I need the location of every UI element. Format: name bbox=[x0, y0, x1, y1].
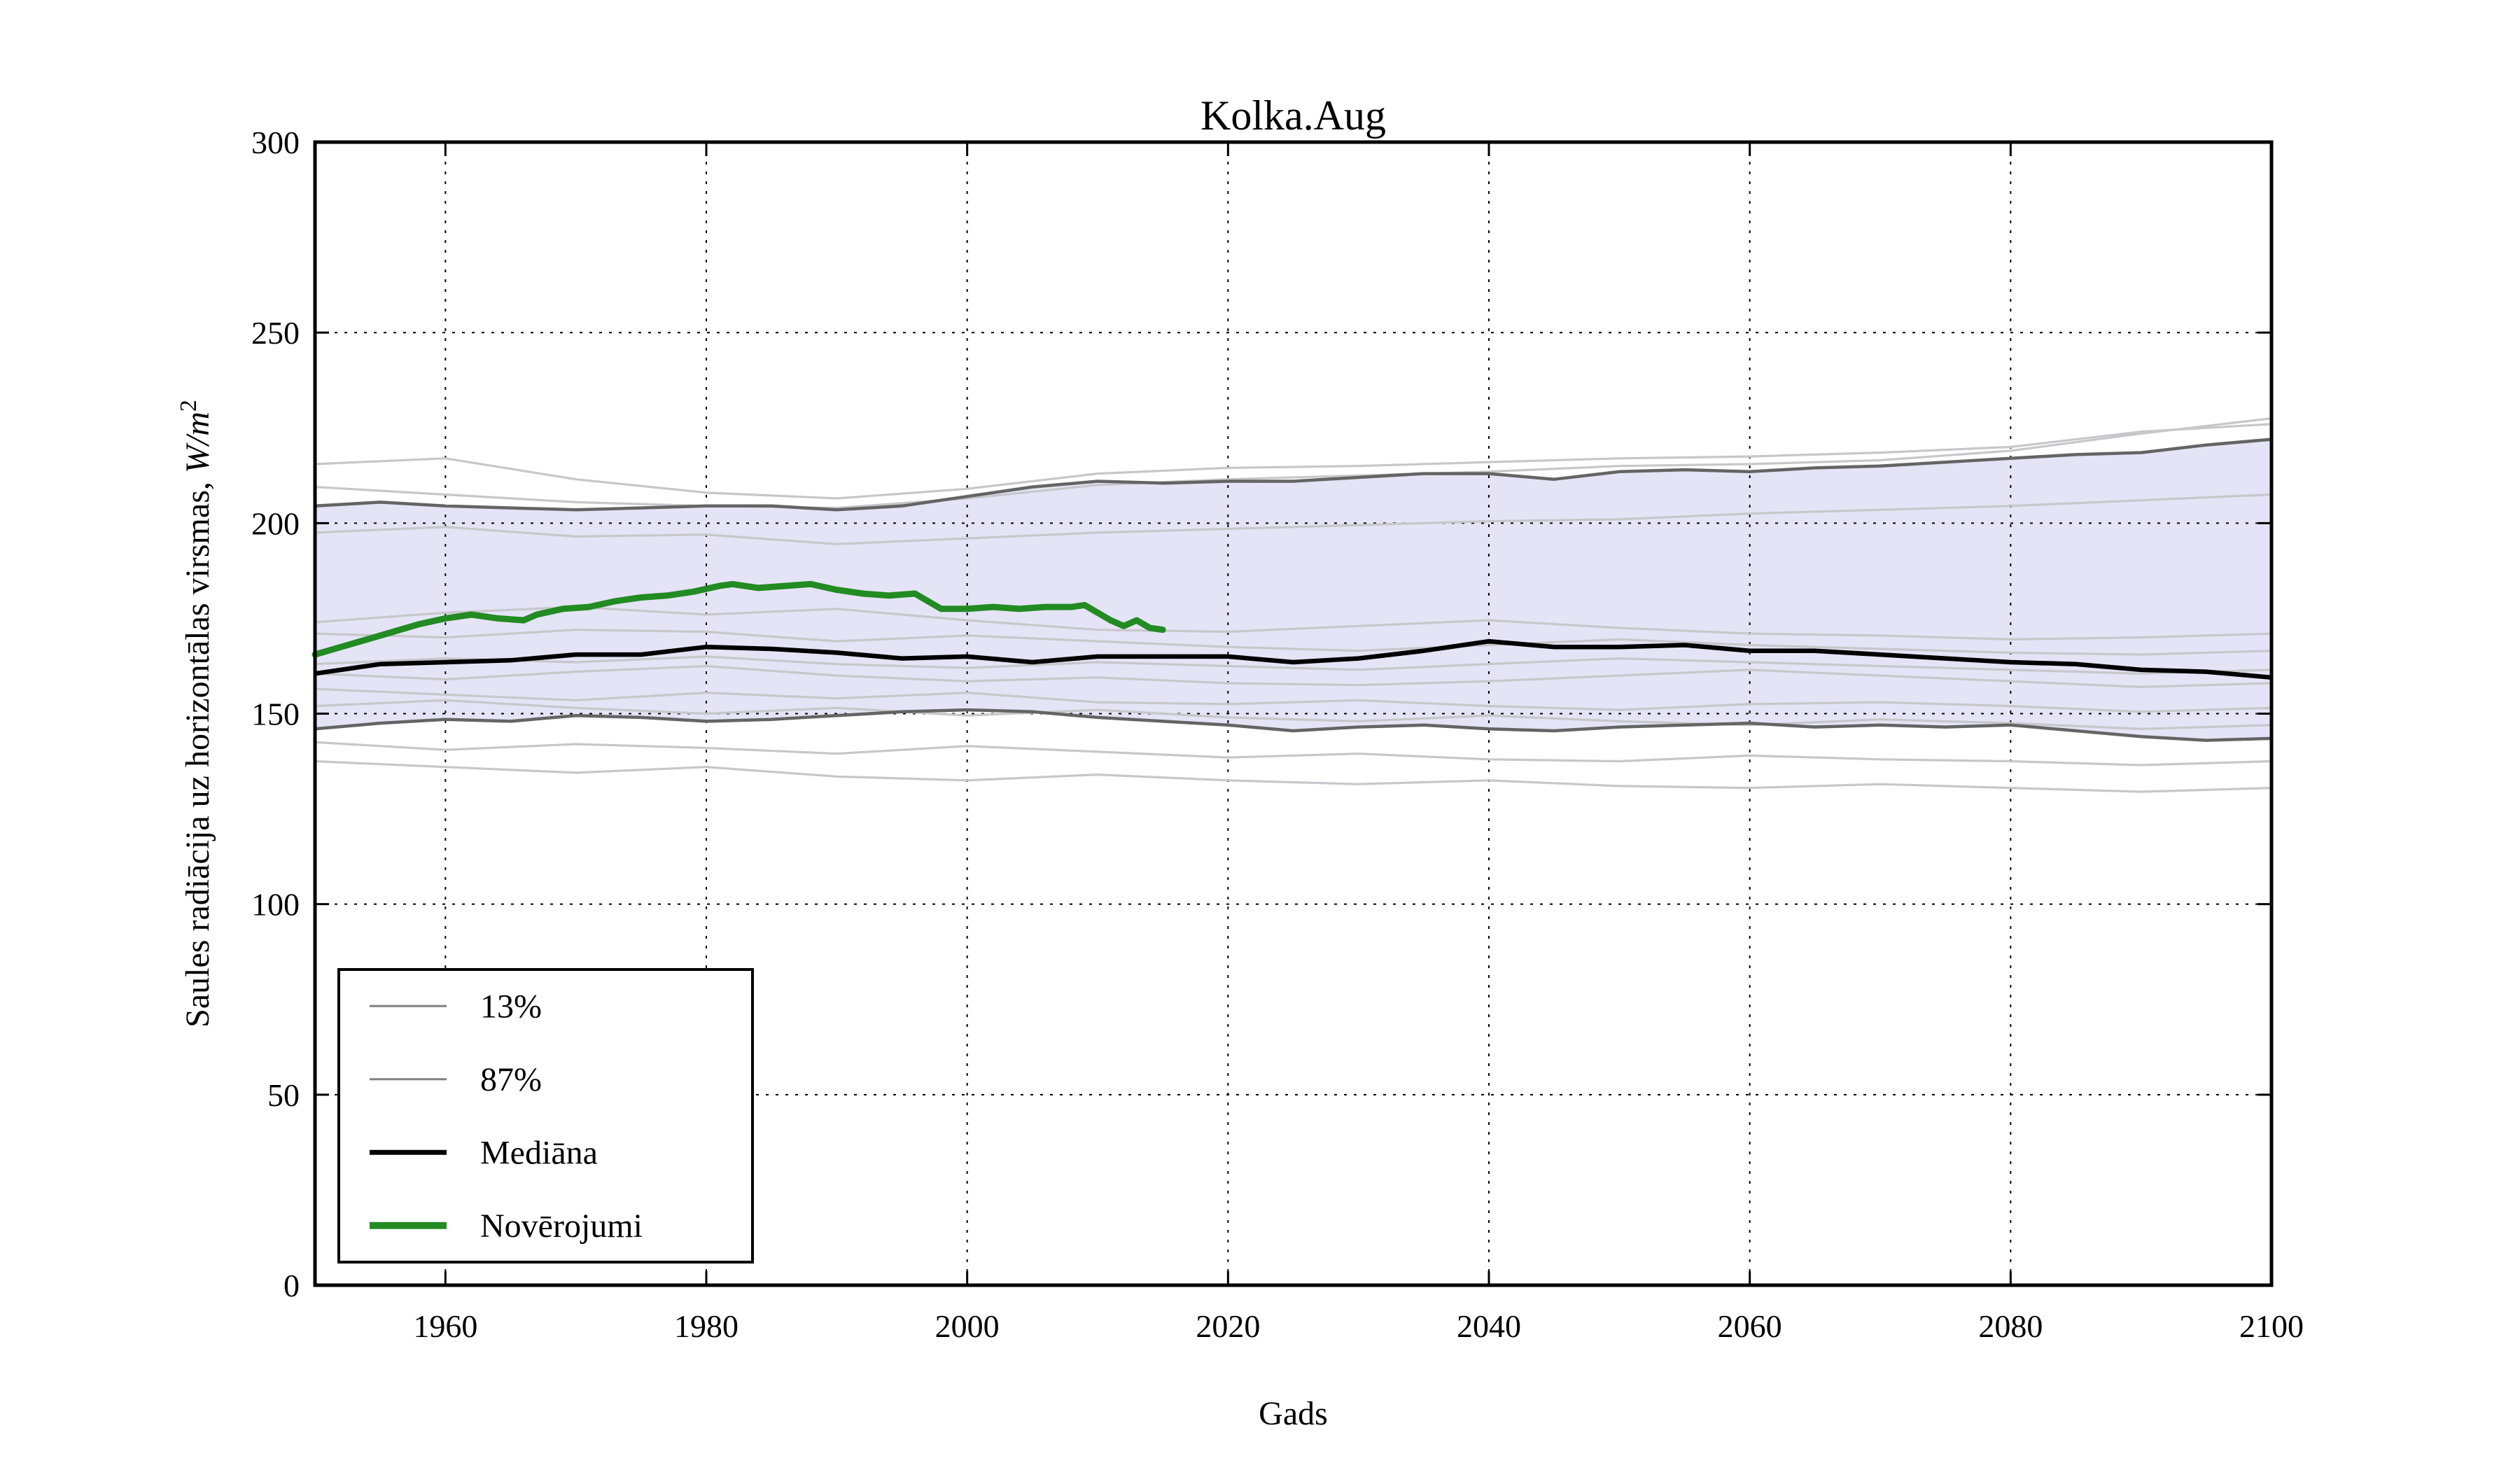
ensemble-line bbox=[314, 423, 2272, 500]
x-tick-label: 1960 bbox=[413, 1308, 477, 1344]
chart-title: Kolka.Aug bbox=[1200, 92, 1386, 139]
percentile-87-line bbox=[314, 438, 2272, 512]
legend-entry-label: Novērojumi bbox=[480, 1208, 643, 1245]
x-tick-label: 2060 bbox=[1718, 1308, 1782, 1344]
legend: 13% 87% Mediāna Novērojumi bbox=[337, 968, 754, 1264]
x-tick-label: 2000 bbox=[935, 1308, 1000, 1344]
ensemble-line bbox=[314, 760, 2272, 793]
y-tick-label: 50 bbox=[267, 1077, 300, 1113]
x-tick-label: 1980 bbox=[674, 1308, 738, 1344]
ensemble-line bbox=[314, 417, 2272, 510]
main-series-layer bbox=[312, 580, 2272, 680]
y-axis-label: Saules radiācija uz horizontālas virsmas… bbox=[176, 400, 216, 1028]
ensemble-line bbox=[314, 687, 2272, 713]
y-axis-label-superscript: 2 bbox=[176, 400, 202, 412]
ensemble-line bbox=[314, 629, 2272, 656]
ensemble-line bbox=[314, 741, 2272, 766]
percentile-band-layer bbox=[315, 439, 2272, 741]
ensemble-line bbox=[314, 699, 2272, 730]
y-tick-label: 200 bbox=[251, 505, 300, 541]
y-axis-label-text: Saules radiācija uz horizontālas virsmas… bbox=[179, 473, 216, 1028]
x-tick-label: 2040 bbox=[1457, 1308, 1521, 1344]
y-tick-label: 0 bbox=[284, 1268, 300, 1303]
ensemble-layer bbox=[314, 417, 2272, 793]
x-tick-label: 2020 bbox=[1196, 1308, 1260, 1344]
observations-line bbox=[312, 580, 1166, 658]
y-axis-label-math: W/m bbox=[179, 412, 216, 473]
legend-box bbox=[337, 968, 754, 1264]
legend-entry-label: Mediāna bbox=[480, 1134, 598, 1171]
x-axis-label: Gads bbox=[1259, 1395, 1328, 1432]
y-tick-label: 300 bbox=[251, 125, 300, 160]
tick-labels-layer: 1960 1980 2000 2020 2040 2060 2080 2100 0 50 100 15… bbox=[251, 125, 2304, 1344]
percentile-band bbox=[315, 439, 2272, 741]
tick-marks-layer bbox=[315, 141, 2273, 1287]
median-line bbox=[314, 638, 2272, 680]
y-tick-label: 150 bbox=[251, 696, 300, 732]
y-tick-label: 100 bbox=[251, 887, 300, 923]
ensemble-line bbox=[314, 606, 2272, 641]
x-tick-label: 2100 bbox=[2239, 1308, 2304, 1344]
ensemble-line bbox=[314, 493, 2272, 545]
ensemble-line bbox=[314, 664, 2272, 689]
legend-entry-label: 13% bbox=[480, 988, 542, 1025]
y-tick-label: 250 bbox=[251, 315, 300, 351]
x-tick-label: 2080 bbox=[1978, 1308, 2043, 1344]
legend-entry-label: 87% bbox=[480, 1061, 542, 1098]
ensemble-line bbox=[314, 655, 2272, 675]
percentile-13-line bbox=[314, 708, 2272, 742]
percentile-lines-layer bbox=[314, 438, 2272, 742]
